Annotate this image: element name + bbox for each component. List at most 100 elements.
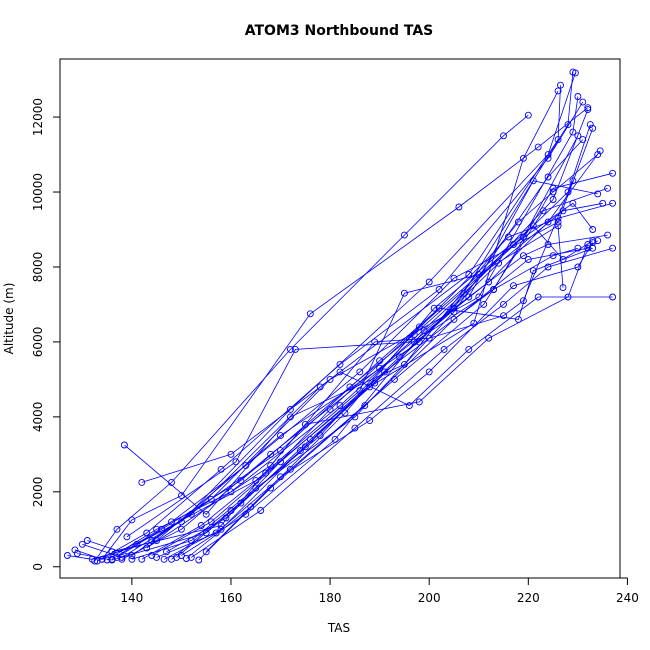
data-point	[128, 516, 136, 524]
data-point	[195, 556, 203, 564]
data-point	[500, 312, 507, 320]
series-line	[94, 114, 529, 562]
x-axis: 140 160 180 200 220 240	[120, 577, 639, 605]
data-point	[187, 553, 195, 561]
data-point	[98, 555, 106, 563]
data-point	[78, 540, 86, 548]
chart-title: ATOM3 Northbound TAS	[245, 23, 434, 39]
series-line	[141, 90, 559, 560]
data-point	[336, 360, 344, 368]
data-point	[212, 529, 220, 537]
series-line	[87, 96, 579, 556]
data-point	[609, 293, 617, 301]
data-point	[440, 345, 448, 353]
data-point	[371, 379, 379, 387]
data-point	[227, 488, 235, 496]
data-point	[138, 478, 146, 486]
plot-area-frame	[59, 58, 621, 579]
data-point	[267, 484, 275, 492]
data-point	[524, 256, 532, 263]
data-point	[609, 199, 617, 207]
data-point	[574, 244, 582, 252]
data-point	[450, 315, 458, 323]
data-point	[559, 284, 567, 292]
data-point	[83, 537, 91, 544]
data-point	[227, 450, 235, 458]
data-point	[554, 218, 562, 226]
data-point	[554, 87, 562, 95]
data-point	[586, 121, 594, 129]
data-point	[148, 537, 156, 544]
data-point	[173, 553, 180, 561]
data-point	[405, 402, 413, 410]
series-line	[67, 109, 589, 560]
series-line	[163, 180, 598, 560]
data-point	[604, 184, 612, 192]
data-point	[316, 432, 324, 440]
data-point	[549, 196, 557, 203]
data-point	[400, 231, 408, 239]
data-point	[475, 271, 483, 278]
series-line	[136, 225, 564, 545]
data-point	[544, 218, 552, 226]
data-point	[579, 98, 587, 106]
x-tick-label: 240	[616, 591, 639, 605]
data-point	[485, 278, 493, 286]
data-point	[108, 548, 116, 556]
data-point	[118, 555, 126, 563]
data-point	[286, 465, 294, 473]
data-point	[529, 177, 537, 185]
data-point	[267, 462, 275, 470]
y-tick-label: 2000	[31, 477, 45, 508]
data-point	[128, 555, 136, 563]
data-point	[73, 550, 81, 558]
data-point	[554, 214, 562, 222]
data-point	[148, 552, 156, 559]
data-point	[549, 184, 557, 192]
series-line	[77, 72, 574, 561]
data-point	[177, 552, 185, 559]
data-point	[252, 477, 260, 485]
data-point	[609, 169, 617, 177]
data-point	[589, 244, 597, 252]
data-point	[143, 529, 151, 537]
data-point	[465, 345, 473, 353]
data-point	[604, 231, 612, 239]
data-point	[534, 293, 542, 301]
data-point	[113, 553, 121, 561]
data-point	[232, 458, 240, 466]
data-point	[326, 405, 334, 413]
data-point	[569, 128, 577, 136]
data-point	[415, 323, 423, 331]
series-line	[181, 234, 608, 556]
data-point	[306, 435, 314, 443]
data-point	[594, 151, 602, 159]
data-point	[574, 132, 582, 140]
series-line	[97, 101, 584, 562]
data-point	[133, 540, 141, 548]
data-point	[286, 345, 294, 353]
data-point	[257, 507, 265, 514]
data-point	[120, 441, 128, 449]
data-point	[217, 525, 225, 533]
data-point	[544, 154, 552, 162]
series-line	[205, 242, 594, 553]
data-point	[247, 503, 255, 511]
data-point	[534, 143, 542, 151]
data-point	[366, 417, 374, 425]
data-point	[557, 81, 564, 89]
data-point	[103, 556, 111, 564]
data-point	[138, 555, 146, 563]
data-point	[569, 199, 577, 207]
series-line	[126, 247, 579, 538]
data-point	[336, 368, 344, 376]
data-point	[286, 413, 294, 421]
series-line	[106, 124, 591, 561]
data-point	[326, 375, 334, 383]
data-point	[296, 447, 304, 455]
data-point	[510, 282, 517, 290]
series-line	[146, 180, 574, 549]
data-point	[381, 368, 389, 376]
data-point	[500, 300, 507, 308]
data-point	[485, 334, 493, 342]
